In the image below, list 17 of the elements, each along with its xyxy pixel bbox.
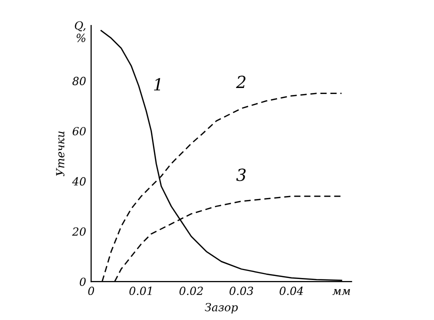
x-tick-label: 0.04 bbox=[280, 286, 303, 296]
y-tick-label: 60 bbox=[72, 126, 86, 136]
x-tick-label: 0 bbox=[88, 286, 94, 296]
series-label: 1 bbox=[154, 78, 160, 90]
y-tick-label: 80 bbox=[72, 76, 86, 86]
x-tick-label: 0.01 bbox=[129, 286, 152, 296]
y-tick-label: 40 bbox=[72, 177, 86, 186]
y-axis-title: Утечки bbox=[56, 131, 64, 176]
series-label: 2 bbox=[236, 76, 246, 88]
y-tick-label: 0 bbox=[80, 278, 86, 286]
x-tick-label: 0.03 bbox=[230, 286, 254, 296]
x-tick-label: 0.02 bbox=[179, 286, 203, 296]
series-label: 3 bbox=[236, 168, 246, 182]
y-tick-label: 20 bbox=[72, 227, 86, 236]
x-axis-title: Зазор bbox=[204, 302, 238, 314]
x-tick-label: мм bbox=[332, 289, 350, 296]
y-tick-label: Q, % bbox=[74, 21, 86, 42]
